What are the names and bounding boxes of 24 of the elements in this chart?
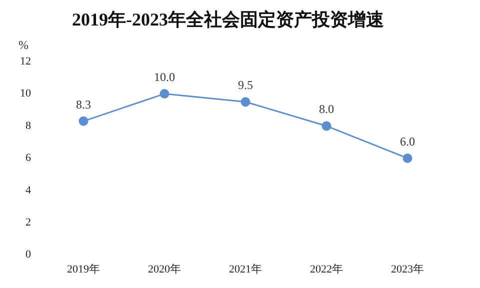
x-tick-label: 2022年 bbox=[310, 263, 343, 276]
y-tick-label: 6 bbox=[26, 152, 32, 164]
x-tick-label: 2019年 bbox=[67, 263, 100, 276]
data-label: 8.3 bbox=[76, 97, 91, 112]
data-label: 8.0 bbox=[319, 102, 334, 116]
point bbox=[240, 97, 250, 107]
x-tick-label: 2023年 bbox=[391, 263, 424, 276]
y-tick-label: 10 bbox=[20, 88, 32, 100]
y-tick-label: 12 bbox=[20, 55, 31, 68]
y-axis-title: % bbox=[18, 38, 28, 52]
y-tick-label: 4 bbox=[26, 184, 32, 196]
point bbox=[160, 89, 170, 99]
data-label: 10.0 bbox=[154, 70, 175, 84]
y-tick-label: 0 bbox=[26, 248, 32, 261]
y-tick-label: 2 bbox=[26, 216, 31, 228]
point bbox=[78, 116, 88, 126]
x-tick-label: 2021年 bbox=[229, 263, 262, 276]
data-label: 6.0 bbox=[400, 134, 415, 148]
x-tick-label: 2020年 bbox=[148, 263, 181, 276]
data-label: 9.5 bbox=[238, 78, 253, 92]
y-tick-label: 8 bbox=[26, 120, 32, 132]
chart-title: 2019年-2023年全社会固定资产投资增速 bbox=[72, 9, 384, 30]
point bbox=[322, 121, 332, 131]
point bbox=[402, 153, 412, 163]
